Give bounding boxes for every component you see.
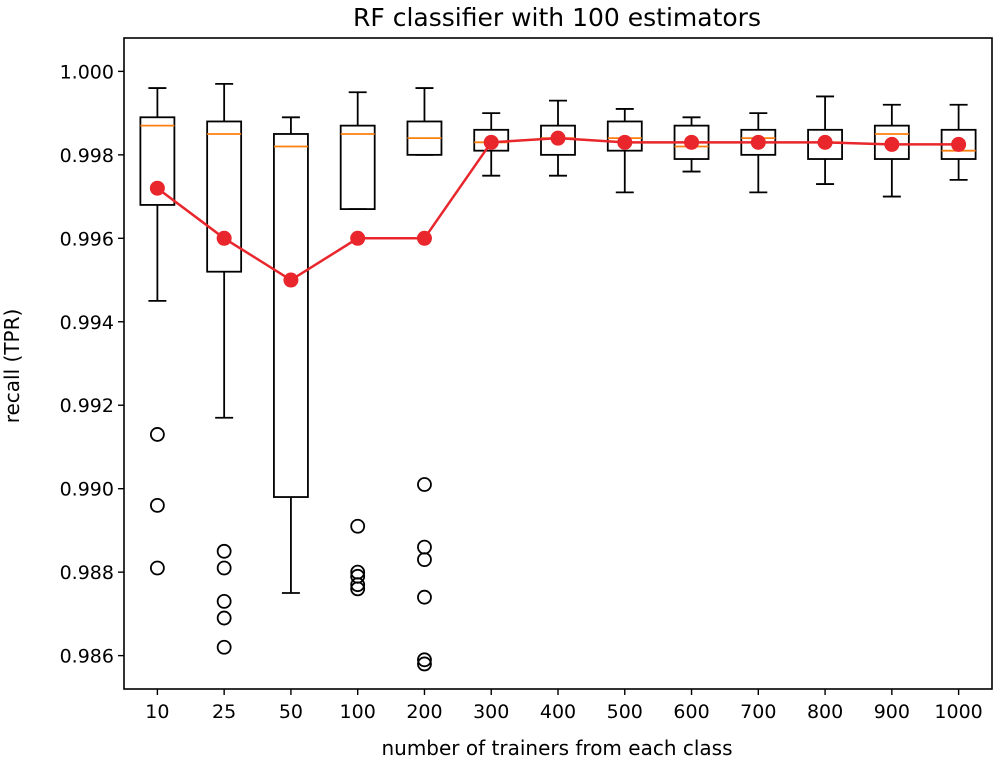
x-tick-label: 300 [473,701,509,723]
flier-point [216,560,232,576]
x-tick-label: 800 [807,701,843,723]
mean-point-100 [350,230,366,246]
box-iqr [807,128,843,160]
mean-point-600 [684,134,700,150]
mean-point-400 [550,130,566,146]
chart-title: RF classifier with 100 estimators [353,3,761,32]
flier-point [417,656,432,672]
box-100 [339,91,376,597]
mean-point-200 [416,230,432,246]
box-900 [873,103,910,198]
x-tick-label: 700 [740,701,776,723]
x-tick-label: 500 [607,701,643,723]
y-axis-label: recall (TPR) [0,309,24,424]
flier-point [417,477,432,492]
box-iqr [339,124,376,210]
mean-point-25 [216,230,232,246]
box-iqr [273,133,309,498]
y-tick-label: 0.994 [60,312,114,334]
flier-point [417,589,432,605]
flier-point [216,543,232,559]
mean-point-10 [149,180,165,196]
y-tick-label: 0.992 [60,395,114,417]
flier-point [350,577,366,593]
mean-point-1000 [951,136,967,152]
box-iqr [606,120,643,152]
box-700 [740,112,777,194]
plot-area [139,83,977,672]
y-tick-label: 1.000 [60,61,114,83]
box-10 [139,87,176,576]
y-tick-label: 0.988 [60,562,114,584]
mean-point-700 [750,134,766,150]
x-tick-label: 600 [673,701,709,723]
x-tick-label: 25 [212,701,236,723]
y-tick-label: 0.998 [60,145,114,167]
flier-point [350,518,366,534]
box-iqr [139,116,176,206]
flier-point [417,552,432,568]
flier-point [149,560,165,576]
mean-point-50 [283,272,299,288]
flier-point [216,593,232,609]
x-tick-label: 400 [540,701,576,723]
flier-point [149,427,165,442]
flier-point [417,652,432,668]
mean-point-300 [483,134,499,150]
mean-point-500 [617,134,633,150]
flier-point [216,639,232,655]
box-200 [406,87,443,672]
x-tick-label: 50 [279,701,303,723]
y-tick-label: 0.996 [60,228,114,250]
box-500 [606,108,643,194]
x-tick-label: 1000 [934,701,982,723]
axes: 0.986 0.988 0.990 0.992 0.994 0.996 0.998 1.000… [60,37,993,723]
flier-point [149,497,165,513]
x-tick-label: 900 [874,701,910,723]
box-25 [206,83,243,655]
y-tick-label: 0.990 [60,479,114,501]
flier-point [417,539,432,555]
x-tick-label: 200 [406,701,442,723]
box-iqr [873,124,910,160]
box-iqr [206,120,243,273]
x-tick-label: 100 [340,701,376,723]
x-axis-label: number of trainers from each class [381,736,732,760]
y-tick-label: 0.986 [60,646,114,668]
flier-point [350,581,366,597]
x-tick-label: 10 [145,701,169,723]
flier-point [216,610,232,626]
mean-point-800 [817,134,833,150]
box-50 [273,116,309,594]
mean-point-900 [884,136,900,152]
